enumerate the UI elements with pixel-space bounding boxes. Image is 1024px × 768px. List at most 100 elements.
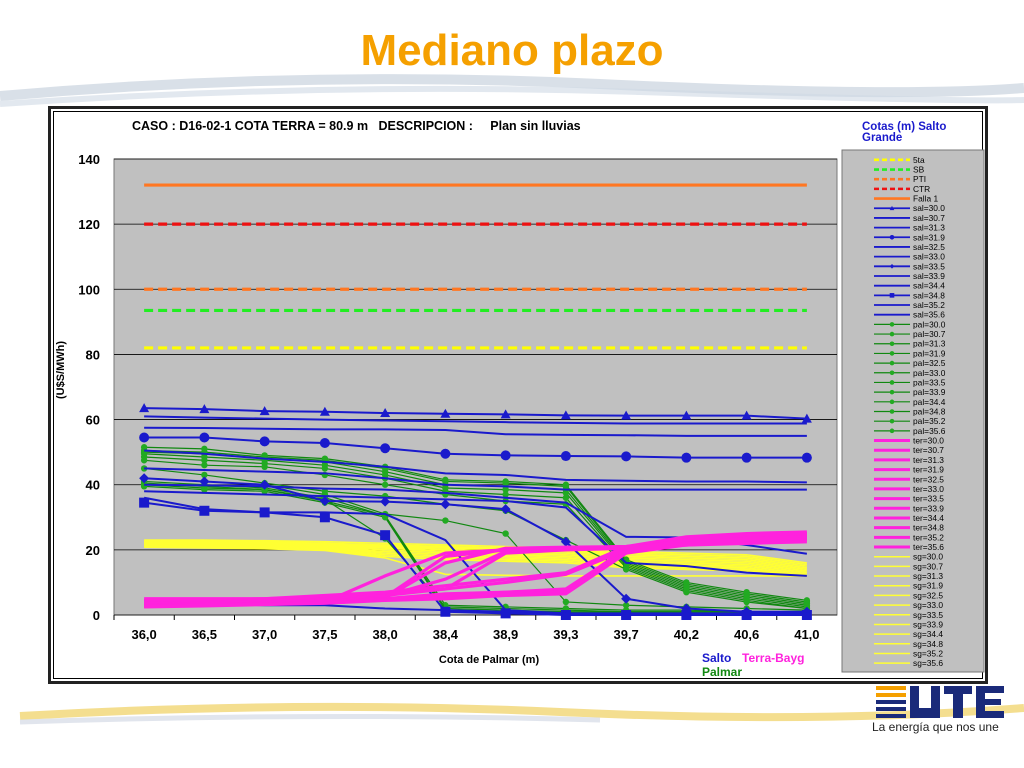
- data-point: [500, 409, 511, 419]
- legend-entry: pal=35.6: [874, 426, 946, 436]
- data-point: [621, 410, 632, 420]
- data-point: [201, 457, 208, 464]
- y-axis-ticks: 0 20 40 60 80 100 120 140: [78, 152, 100, 623]
- data-point: [201, 486, 208, 493]
- legend-label: CTR: [913, 184, 930, 194]
- legend-entry: ter=31.9: [874, 465, 944, 475]
- legend-entry: sg=33.5: [874, 610, 943, 620]
- series-line: [144, 426, 807, 437]
- legend-label: sg=33.5: [913, 610, 943, 620]
- legend-label: pal=33.0: [913, 368, 946, 378]
- x-tick-label: 40,2: [674, 627, 699, 642]
- data-point: [319, 406, 330, 416]
- legend-label: Falla 1: [913, 194, 938, 204]
- data-point: [502, 530, 509, 537]
- data-point: [261, 488, 268, 495]
- legend-label: sal=30.7: [913, 213, 945, 223]
- series-line: [144, 484, 807, 613]
- legend-entry: pal=32.5: [874, 358, 946, 368]
- data-point: [622, 566, 630, 573]
- series-line: [144, 480, 807, 613]
- data-point: [259, 406, 270, 416]
- legend-label: PTI: [913, 174, 926, 184]
- legend-entry: Falla 1: [874, 194, 938, 204]
- data-point: [140, 457, 148, 464]
- footer-label: Salto: [702, 651, 731, 665]
- data-point: [560, 610, 571, 620]
- legend-entry: ter=34.4: [874, 513, 944, 523]
- legend-entry: sg=33.0: [874, 600, 943, 610]
- data-point: [380, 443, 391, 454]
- legend-label: sal=33.5: [913, 261, 945, 271]
- data-point: [681, 410, 692, 420]
- legend-entry: sg=34.4: [874, 629, 943, 639]
- data-point: [560, 536, 571, 547]
- y-tick-label: 0: [93, 608, 100, 623]
- legend-label: sal=32.5: [913, 242, 945, 252]
- series-line: [144, 467, 807, 491]
- legend-entry: ter=33.9: [874, 503, 944, 513]
- series-line: [144, 449, 807, 484]
- x-tick-label: 37,5: [312, 627, 337, 642]
- x-axis-ticks: 36,0 36,5 37,0 37,5 38,0 38,4 38,9 39,3 39,7 40,2…: [113, 615, 820, 642]
- y-axis-label: (U$S/MWh): [55, 341, 67, 399]
- data-point: [139, 403, 150, 413]
- legend-label: sg=34.8: [913, 639, 943, 649]
- legend-label: ter=31.9: [913, 465, 944, 475]
- series-line: [144, 436, 807, 459]
- legend-label: sal=34.8: [913, 290, 945, 300]
- legend-entry: sal=34.8: [874, 290, 945, 300]
- data-point: [139, 473, 150, 484]
- series-line: [144, 407, 807, 420]
- x-tick-label: 39,3: [553, 627, 578, 642]
- data-point: [621, 451, 632, 462]
- legend-entry: ter=33.5: [874, 494, 944, 504]
- data-point: [889, 399, 895, 405]
- data-point: [622, 602, 630, 609]
- legend-label: sg=31.3: [913, 571, 943, 581]
- x-axis-label: Cota de Palmar (m): [439, 654, 540, 666]
- legend-label: sg=35.6: [913, 658, 943, 668]
- legend-label: ter=35.6: [913, 542, 944, 552]
- logo-letters-icon: [910, 686, 1004, 718]
- data-point: [500, 450, 511, 461]
- legend-entry: sal=35.6: [874, 310, 945, 320]
- series-line: [144, 446, 807, 601]
- data-point: [889, 205, 895, 211]
- slide-title: Mediano plazo: [360, 26, 664, 75]
- legend-entry: pal=33.0: [874, 368, 946, 378]
- data-point: [889, 360, 895, 366]
- legend-label: ter=33.9: [913, 503, 944, 513]
- legend-entry: pal=33.9: [874, 387, 946, 397]
- x-tick-label: 36,5: [192, 627, 217, 642]
- legend-label: sal=31.9: [913, 232, 945, 242]
- legend-label: sal=35.6: [913, 310, 945, 320]
- data-point: [801, 413, 812, 423]
- data-point: [139, 497, 150, 508]
- legend-label: sg=31.9: [913, 581, 943, 591]
- legend-label: sg=33.9: [913, 619, 943, 629]
- data-point: [140, 465, 148, 472]
- footer-label: Terra-Bayg: [742, 651, 804, 665]
- data-point: [621, 593, 632, 604]
- series-line: [144, 477, 807, 613]
- y-tick-label: 80: [86, 347, 100, 362]
- legend-entry: pal=30.0: [874, 319, 946, 329]
- legend-entry: sal=33.5: [874, 261, 945, 271]
- terra-series: [144, 530, 807, 609]
- legend-entry: sg=30.7: [874, 561, 943, 571]
- data-point: [683, 589, 690, 596]
- legend-label: sg=33.0: [913, 600, 943, 610]
- legend-label: sg=32.5: [913, 590, 943, 600]
- legend-entry: sg=35.2: [874, 648, 943, 658]
- legend-entry: pal=33.5: [874, 377, 946, 387]
- legend-entry: sal=30.7: [874, 213, 945, 223]
- y-tick-label: 140: [78, 152, 100, 167]
- data-point: [502, 491, 509, 498]
- legend-entry: sal=35.2: [874, 300, 945, 310]
- data-point: [562, 598, 570, 606]
- data-point: [321, 465, 329, 472]
